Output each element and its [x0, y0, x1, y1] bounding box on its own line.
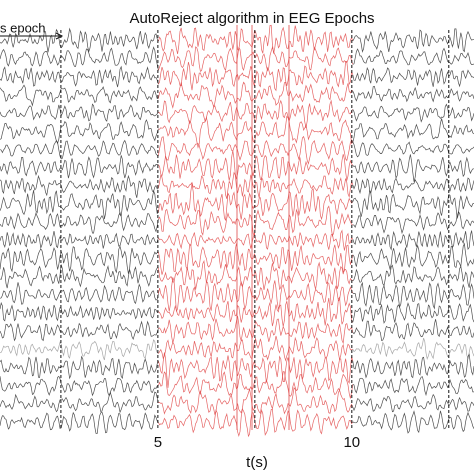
eeg-trace — [158, 115, 354, 149]
eeg-trace — [352, 28, 474, 53]
annotation: s epoch — [0, 20, 46, 35]
eeg-trace — [0, 189, 159, 220]
eeg-trace — [0, 84, 159, 107]
eeg-trace — [352, 154, 474, 182]
eeg-trace — [158, 243, 354, 275]
eeg-trace — [158, 171, 354, 199]
chart-title: AutoReject algorithm in EEG Epochs — [129, 10, 374, 27]
eeg-trace — [352, 242, 474, 271]
x-tick-label: 10 — [343, 434, 360, 451]
eeg-trace — [352, 141, 474, 158]
eeg-trace — [0, 245, 159, 274]
eeg-trace — [0, 411, 159, 434]
eeg-trace — [352, 47, 474, 66]
eeg-trace — [352, 211, 474, 235]
eeg-trace — [352, 353, 474, 379]
eeg-trace — [0, 155, 159, 179]
eeg-trace — [352, 376, 474, 397]
eeg-trace — [0, 65, 159, 88]
eeg-trace — [0, 301, 159, 322]
rejected-epoch — [158, 30, 255, 430]
eeg-trace — [0, 320, 159, 342]
eeg-trace — [158, 183, 354, 221]
eeg-trace — [0, 231, 159, 250]
eeg-trace — [158, 135, 354, 165]
eeg-trace — [352, 67, 474, 88]
x-tick-label: 5 — [154, 434, 162, 451]
eeg-trace — [352, 302, 474, 324]
eeg-trace — [158, 60, 354, 92]
eeg-trace — [0, 139, 159, 160]
rejected-epoch — [255, 30, 352, 430]
eeg-trace — [0, 27, 159, 53]
x-axis-label: t(s) — [246, 454, 268, 471]
eeg-trace — [158, 259, 354, 291]
eeg-trace — [158, 352, 354, 388]
eeg-trace — [0, 119, 159, 145]
eeg-trace — [352, 264, 474, 288]
eeg-trace — [0, 282, 159, 305]
eeg-trace — [158, 277, 354, 312]
eeg-trace — [0, 375, 159, 397]
eeg-trace — [0, 355, 159, 380]
eeg-trace — [158, 386, 354, 416]
eeg-trace — [158, 150, 354, 181]
eeg-trace — [352, 393, 474, 413]
eeg-trace — [0, 339, 159, 361]
eeg-trace — [352, 319, 474, 341]
eeg-trace — [0, 391, 159, 414]
eeg-trace — [0, 103, 159, 122]
eeg-traces — [0, 24, 474, 438]
eeg-trace — [158, 24, 354, 54]
eeg-trace — [352, 230, 474, 251]
eeg-trace — [158, 407, 354, 438]
eeg-trace — [352, 177, 474, 195]
eeg-trace — [352, 118, 474, 143]
eeg-trace — [0, 174, 159, 198]
eeg-trace — [158, 335, 353, 362]
eeg-trace — [0, 46, 159, 71]
eeg-trace — [158, 99, 354, 128]
eeg-trace — [352, 85, 474, 103]
eeg-trace — [158, 46, 354, 72]
eeg-trace — [158, 81, 353, 109]
eeg-trace — [0, 211, 159, 234]
eeg-trace — [352, 281, 474, 310]
eeg-trace — [352, 103, 474, 123]
eeg-trace — [158, 371, 354, 399]
eeg-trace — [158, 296, 354, 327]
eeg-trace — [0, 264, 159, 289]
eeg-trace — [352, 410, 474, 434]
eeg-trace — [352, 189, 474, 219]
eeg-trace — [352, 337, 474, 360]
eeg-trace — [158, 205, 353, 237]
eeg-trace — [158, 315, 354, 345]
